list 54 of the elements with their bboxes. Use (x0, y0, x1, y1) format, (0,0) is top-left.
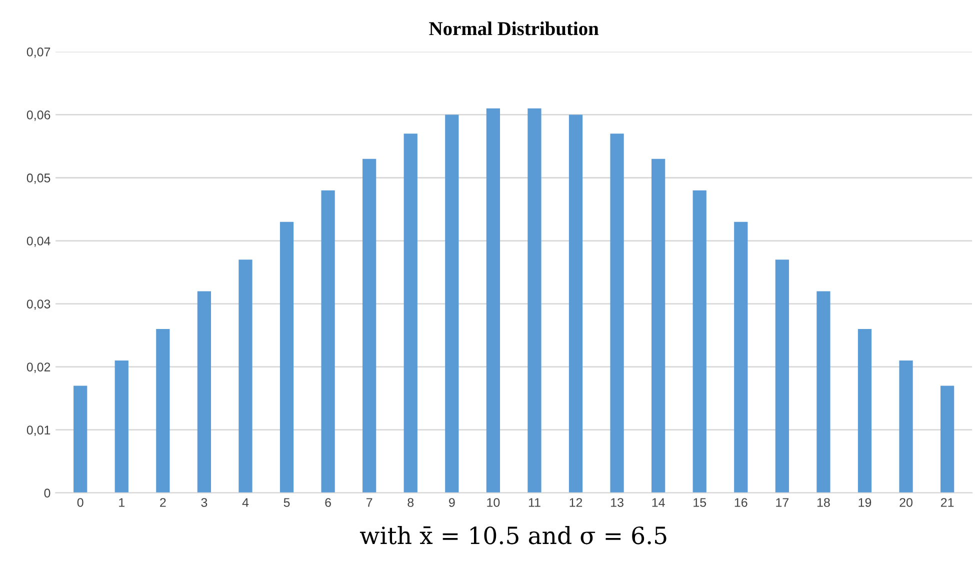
bar (404, 134, 418, 493)
x-tick-label: 12 (570, 498, 582, 507)
x-tick-label: 3 (201, 498, 208, 507)
bar (568, 114, 583, 493)
x-tick-label: 19 (858, 498, 872, 507)
x-tick-label: 11 (528, 498, 540, 507)
bar (74, 386, 88, 493)
bar (528, 108, 542, 493)
bar (486, 108, 500, 493)
y-tick-label: 0,05 (26, 174, 50, 184)
bar (238, 260, 252, 493)
x-tick-label: 10 (487, 498, 500, 507)
bar (652, 158, 666, 493)
bar (940, 386, 954, 493)
y-tick-label: 0,06 (26, 110, 50, 121)
x-tick-label: 20 (900, 498, 912, 507)
x-tick-label: 15 (694, 498, 706, 507)
y-tick-label: 0,04 (26, 236, 50, 247)
x-tick-label: 5 (284, 498, 290, 507)
bar (899, 360, 913, 493)
y-tick-label: 0,02 (26, 362, 50, 373)
y-tick-label: 0,03 (26, 300, 50, 310)
x-tick-label: 9 (449, 498, 455, 507)
x-tick-label: 14 (652, 498, 665, 507)
bar (114, 360, 128, 493)
y-tick-label: 0,01 (26, 426, 50, 436)
bar (321, 190, 335, 493)
bar (156, 329, 170, 493)
x-tick-label: 18 (817, 498, 830, 507)
bar (280, 222, 294, 493)
bar (816, 291, 830, 493)
bar (197, 291, 212, 493)
chart-title: Normal Distribution (429, 22, 599, 36)
x-tick-label: 7 (366, 498, 372, 507)
x-tick-label: 21 (940, 498, 954, 507)
bar (775, 260, 789, 493)
bar (362, 158, 376, 493)
bar (858, 329, 872, 493)
x-tick-label: 6 (325, 498, 331, 507)
x-tick-label: 8 (408, 498, 414, 507)
bar (692, 190, 706, 493)
x-tick-label: 4 (242, 498, 249, 507)
x-tick-label: 1 (119, 498, 124, 507)
y-tick-label: 0,07 (26, 48, 50, 58)
x-tick-label: 2 (160, 498, 166, 507)
bar (445, 114, 459, 493)
x-tick-label: 13 (611, 498, 624, 507)
x-tick-label: 0 (77, 498, 84, 507)
y-tick-label: 0 (44, 488, 50, 498)
x-tick-label: 16 (734, 498, 748, 507)
x-axis-title: with x̄ = 10.5 and σ = 6.5 (360, 526, 666, 544)
bar (610, 134, 624, 493)
x-tick-label: 17 (776, 498, 788, 507)
bar (734, 222, 748, 493)
